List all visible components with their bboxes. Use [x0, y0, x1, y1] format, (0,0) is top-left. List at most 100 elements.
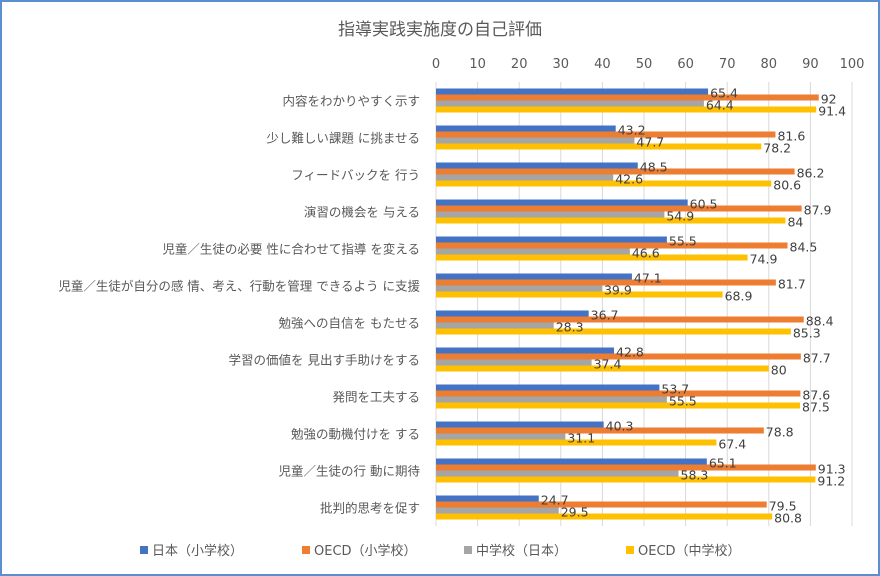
data-label: 84: [787, 215, 803, 230]
category-label: 発問を工夫する: [332, 390, 420, 405]
bar: [436, 106, 817, 113]
data-label: 42.6: [615, 172, 643, 187]
data-label: 86.2: [797, 166, 825, 181]
data-label: 65.4: [710, 86, 738, 101]
x-tick-label: 80: [761, 57, 778, 72]
category-label: 学習の価値を 見出す手助けをする: [229, 353, 420, 368]
data-label: 29.5: [561, 505, 589, 520]
bar: [436, 310, 589, 317]
x-tick-label: 0: [432, 57, 440, 72]
bar: [436, 248, 630, 255]
data-label: 48.5: [640, 160, 668, 175]
bar: [436, 390, 801, 397]
data-label: 65.1: [709, 456, 737, 471]
x-tick-label: 40: [594, 57, 611, 72]
data-label: 24.7: [541, 493, 569, 508]
x-tick-label: 50: [636, 57, 653, 72]
bar: [436, 433, 566, 440]
data-label: 60.5: [690, 197, 718, 212]
bar: [436, 365, 769, 372]
data-label: 64.4: [706, 98, 734, 113]
data-label: 87.7: [803, 351, 831, 366]
data-label: 74.9: [750, 252, 778, 267]
data-label: 58.3: [681, 468, 709, 483]
data-label: 91.4: [818, 104, 846, 119]
data-label: 87.6: [802, 388, 830, 403]
data-label: 39.9: [604, 283, 632, 298]
bar: [436, 88, 709, 95]
bar: [436, 279, 776, 286]
bar: [436, 205, 802, 212]
x-tick-label: 20: [511, 57, 528, 72]
data-label: 42.8: [616, 345, 644, 360]
bar: [436, 236, 667, 243]
bar: [436, 359, 592, 366]
bar: [436, 168, 795, 175]
data-label: 85.3: [793, 326, 821, 341]
bar: [436, 143, 762, 150]
data-label: 67.4: [718, 437, 746, 452]
data-label: 40.3: [606, 419, 634, 434]
category-label: 演習の機会を 与える: [304, 205, 420, 220]
data-label: 36.7: [591, 308, 619, 323]
legend-label: OECD（中学校）: [638, 543, 741, 559]
bar: [436, 100, 704, 107]
bar: [436, 217, 786, 224]
bar: [436, 507, 559, 514]
data-label: 37.4: [594, 357, 622, 372]
bar: [436, 439, 717, 446]
category-label: 児童／生徒の必要 性に合わせて指導 を変える: [162, 242, 420, 257]
category-label: 批判的思考を促す: [320, 501, 420, 516]
category-label: 勉強への自信を もたせる: [279, 316, 420, 331]
data-label: 55.5: [669, 234, 697, 249]
bar: [436, 273, 632, 280]
data-label: 31.1: [567, 431, 595, 446]
bar: [436, 316, 804, 323]
bar: [436, 427, 764, 434]
bar: [436, 199, 688, 206]
data-label: 91.3: [818, 462, 846, 477]
category-label: 内容をわかりやすく示す: [282, 94, 420, 109]
bar: [436, 353, 801, 360]
data-label: 80.8: [774, 511, 802, 526]
bar: [436, 285, 602, 292]
data-label: 92: [821, 92, 837, 107]
chart-title: 指導実践実施度の自己評価: [338, 20, 542, 40]
data-label: 87.5: [802, 400, 830, 415]
category-label: 少し難しい課題 に挑ませる: [266, 131, 420, 146]
data-label: 47.1: [634, 271, 662, 286]
bar: [436, 291, 723, 298]
bar: [436, 328, 791, 335]
bar: [436, 242, 788, 249]
data-label: 47.7: [636, 135, 664, 150]
category-label: 児童／生徒が自分の感 情、考え、行動を管理 できるよう に支援: [58, 279, 420, 294]
bar: [436, 464, 816, 471]
x-tick-label: 100: [840, 57, 865, 72]
category-label: 勉強の動機付けを する: [291, 427, 420, 442]
bar: [436, 174, 614, 181]
x-tick-label: 10: [469, 57, 486, 72]
bar: [436, 322, 554, 329]
data-label: 43.2: [618, 123, 646, 138]
x-tick-label: 60: [677, 57, 694, 72]
bar: [436, 396, 667, 403]
data-label: 78.8: [766, 425, 794, 440]
legend-swatch: [140, 546, 148, 554]
data-label: 55.5: [669, 394, 697, 409]
bar: [436, 347, 615, 354]
data-label: 81.6: [777, 129, 805, 144]
data-label: 91.2: [817, 474, 845, 489]
bar: [436, 125, 616, 132]
bar: [436, 513, 773, 520]
category-label: フィードバックを 行う: [291, 168, 420, 183]
bar: [436, 137, 635, 144]
data-label: 28.3: [556, 320, 584, 335]
bar: [436, 131, 776, 138]
bar: [436, 162, 638, 169]
data-label: 88.4: [806, 314, 834, 329]
data-label: 78.2: [763, 141, 791, 156]
legend-label: OECD（小学校）: [314, 543, 417, 559]
legend-swatch: [464, 546, 472, 554]
data-label: 79.5: [769, 499, 797, 514]
